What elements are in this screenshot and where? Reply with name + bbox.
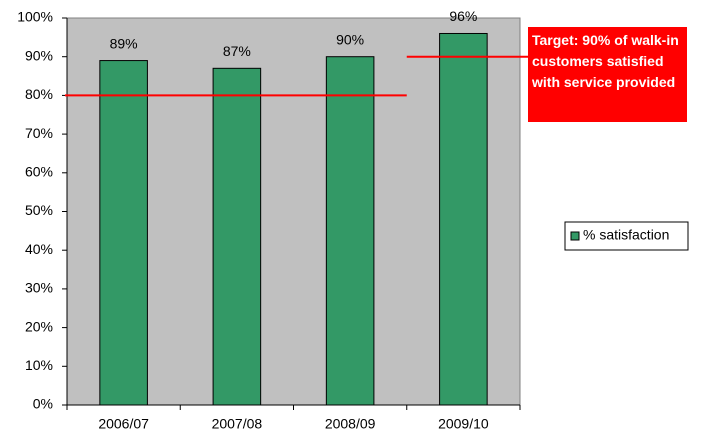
legend-box <box>564 221 689 251</box>
y-tick-label: 70% <box>25 125 53 141</box>
y-tick-label: 40% <box>25 241 53 257</box>
value-label: 90% <box>336 31 364 47</box>
x-tick-label: 2009/10 <box>438 416 489 432</box>
x-tick-label: 2007/08 <box>212 416 263 432</box>
annotation: Target: 90% of walk-in customers satisfi… <box>528 27 687 122</box>
value-label: 87% <box>223 43 251 59</box>
y-tick-label: 90% <box>25 47 53 63</box>
x-tick-label: 2006/07 <box>98 416 149 432</box>
y-tick-label: 80% <box>25 86 53 102</box>
value-label: 89% <box>110 35 138 51</box>
legend-label: % satisfaction <box>583 227 669 243</box>
y-tick-label: 30% <box>25 280 53 296</box>
y-tick-label: 0% <box>33 396 53 412</box>
legend-swatch <box>570 231 580 241</box>
bar <box>99 60 148 406</box>
bar <box>212 67 262 406</box>
value-label: 96% <box>449 8 477 24</box>
y-tick-label: 60% <box>25 164 53 180</box>
y-tick-label: 100% <box>17 9 53 25</box>
y-tick-label: 20% <box>25 318 53 334</box>
bar <box>325 56 375 406</box>
bar <box>439 32 488 406</box>
y-tick-label: 10% <box>25 357 53 373</box>
x-tick-label: 2008/09 <box>325 416 376 432</box>
y-tick-label: 50% <box>25 202 53 218</box>
